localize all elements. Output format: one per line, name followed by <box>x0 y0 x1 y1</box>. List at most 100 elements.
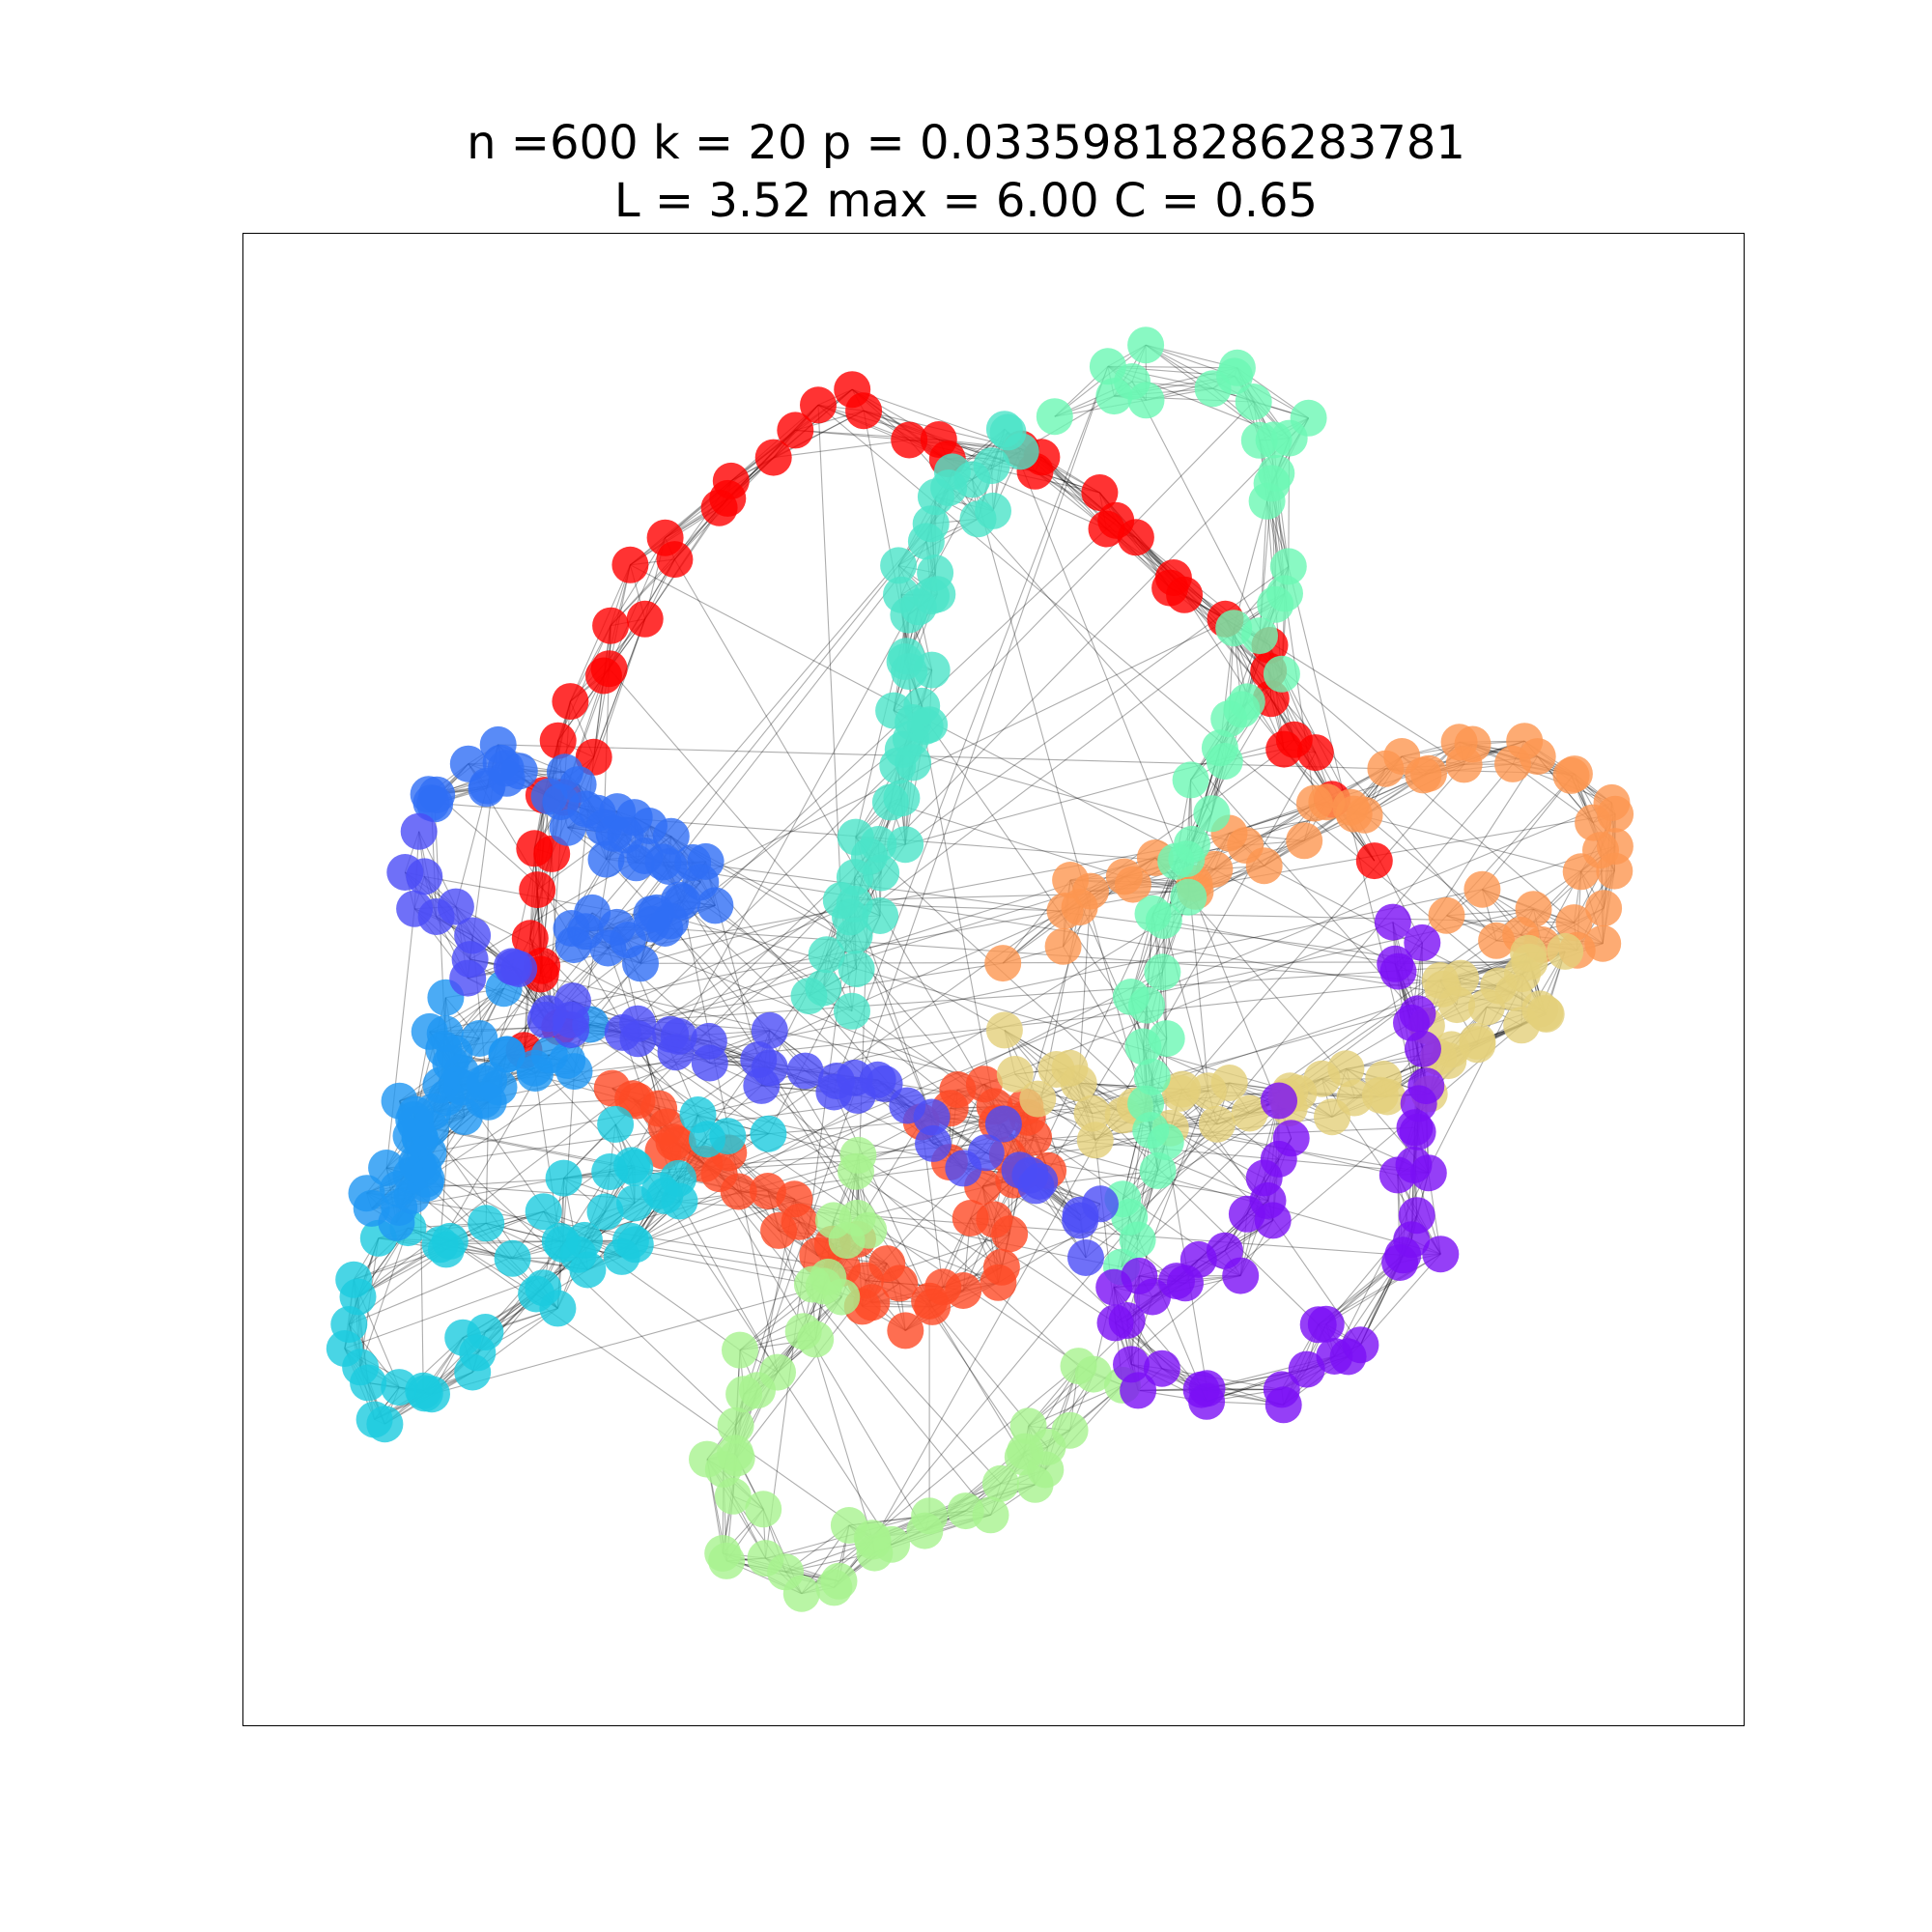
graph-node-indigo <box>553 1011 590 1048</box>
graph-node-aquamarine <box>1036 398 1073 436</box>
graph-node-aquamarine <box>1144 953 1181 991</box>
graph-node-orange <box>1478 922 1516 959</box>
graph-node-indigo <box>913 1098 951 1136</box>
graph-edge <box>1152 913 1575 923</box>
graph-edge <box>801 1365 1079 1595</box>
graph-node-azure <box>348 1175 385 1212</box>
graph-node-orange <box>984 945 1022 982</box>
graph-edge <box>1007 432 1293 1139</box>
graph-node-red <box>712 462 750 499</box>
graph-edge <box>622 765 898 1034</box>
graph-node-turquoise <box>959 500 997 538</box>
graph-node-orange <box>1196 850 1234 888</box>
graph-edge <box>908 440 1428 1027</box>
graph-edge <box>673 558 996 1107</box>
graph-node-violet <box>1272 1120 1310 1157</box>
graph-node-orange <box>1597 795 1634 833</box>
graph-node-orange-red <box>659 1125 696 1163</box>
graph-node-tan <box>1327 1050 1365 1088</box>
graph-node-aquamarine <box>1147 1123 1184 1161</box>
graph-node-orange <box>1440 724 1478 761</box>
graph-node-aquamarine <box>1095 378 1133 415</box>
graph-node-light-green <box>906 1512 944 1549</box>
graph-node-aquamarine <box>1089 348 1126 385</box>
graph-node-blue <box>687 842 724 880</box>
graph-node-red <box>891 421 928 459</box>
graph-node-cyan <box>518 1275 555 1313</box>
graph-edge <box>529 795 545 939</box>
graph-node-aquamarine <box>1235 384 1272 420</box>
graph-edge <box>557 625 611 741</box>
graph-node-turquoise <box>985 411 1023 448</box>
graph-node-blue <box>553 910 590 947</box>
graph-node-tan <box>1210 1065 1248 1101</box>
graph-edge <box>855 837 1274 1221</box>
graph-node-light-green <box>739 1372 776 1409</box>
graph-node-red <box>511 920 549 957</box>
graph-node-light-green <box>1051 1411 1089 1449</box>
graph-node-red <box>1117 519 1154 556</box>
graph-edge <box>456 978 1462 1086</box>
graph-node-azure <box>395 1101 433 1139</box>
graph-node-violet <box>1377 945 1414 982</box>
graph-edge <box>431 1285 824 1395</box>
graph-node-orange <box>1555 904 1593 942</box>
graph-node-violet <box>1404 923 1441 961</box>
graph-node-azure <box>488 1036 526 1073</box>
graph-node-red <box>516 830 554 867</box>
graph-edge <box>767 1190 873 1539</box>
graph-edge <box>679 1201 779 1373</box>
graph-node-aquamarine <box>1206 743 1243 780</box>
graph-node-turquoise <box>836 917 873 954</box>
graph-edge <box>469 958 1398 1176</box>
graph-node-orange <box>1072 872 1109 910</box>
graph-node-light-green <box>850 1211 888 1249</box>
graph-node-indigo <box>1082 1185 1119 1223</box>
graph-edge <box>1179 764 1465 1094</box>
graph-node-indigo <box>400 812 438 850</box>
graph-node-turquoise <box>808 936 845 974</box>
graph-edge <box>545 724 930 1021</box>
graph-node-indigo <box>1067 1239 1104 1276</box>
graph-node-tan <box>1494 974 1532 1011</box>
graph-node-red <box>626 600 664 638</box>
graph-node-orange <box>1562 853 1600 891</box>
graph-node-aquamarine <box>1269 548 1307 585</box>
graph-node-red <box>754 439 792 476</box>
graph-edge <box>795 429 910 441</box>
graph-node-turquoise <box>890 596 927 634</box>
graph-edge <box>593 618 646 757</box>
graph-edge <box>606 859 771 1032</box>
graph-node-violet <box>1405 1030 1441 1067</box>
graph-node-cyan <box>525 1193 562 1231</box>
graph-edge <box>1233 500 1268 629</box>
graph-node-turquoise <box>822 882 860 919</box>
graph-node-orange-red <box>853 1284 891 1321</box>
graph-edge <box>656 912 1299 1094</box>
graph-node-violet <box>1113 1346 1150 1383</box>
graph-node-violet <box>1384 1236 1422 1274</box>
graph-node-tan <box>1521 990 1559 1028</box>
graph-node-tan <box>1073 1094 1111 1132</box>
graph-node-indigo <box>500 951 538 987</box>
graph-node-tan <box>1361 1076 1399 1114</box>
graph-edge <box>1288 438 1291 567</box>
graph-node-red <box>539 722 577 759</box>
graph-edge <box>1259 635 1464 765</box>
graph-node-aquamarine <box>1248 482 1286 520</box>
graph-node-orange-red <box>614 1080 652 1118</box>
graph-node-aquamarine <box>1124 1028 1162 1065</box>
graph-node-aquamarine <box>1128 986 1165 1024</box>
graph-node-light-green <box>815 1569 853 1606</box>
graph-node-light-green <box>717 1406 754 1444</box>
graph-node-aquamarine <box>1210 700 1248 738</box>
graph-node-azure <box>516 1049 554 1087</box>
graph-node-cyan <box>339 1278 377 1316</box>
graph-node-tan <box>996 1056 1034 1093</box>
graph-node-tan <box>1161 1074 1199 1112</box>
graph-node-orange-red <box>982 1248 1020 1286</box>
graph-node-light-green <box>708 1542 746 1579</box>
graph-node-cyan <box>709 1118 747 1155</box>
graph-node-light-green <box>745 1491 782 1528</box>
